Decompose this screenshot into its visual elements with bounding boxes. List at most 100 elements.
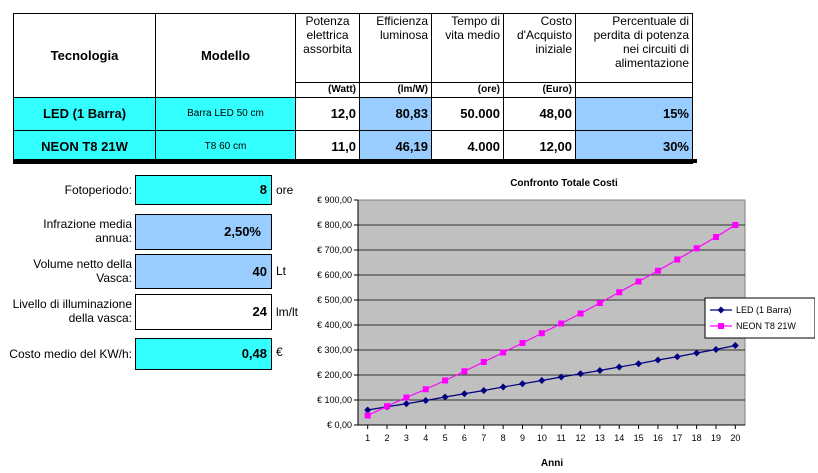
x-tick-label: 13 [595,433,605,443]
data-point [441,393,449,401]
unit-cost: (Euro) [503,82,576,98]
x-tick-label: 15 [634,433,644,443]
x-tick-label: 3 [404,433,409,443]
data-point [364,406,372,414]
param-unit: Lt [276,264,287,278]
y-tick-label: € 400,00 [317,320,352,330]
row-power: 11,0 [295,130,360,164]
data-point [731,342,739,349]
header-cost: Costo d'Acquisto iniziale [503,13,576,83]
data-point [577,370,585,378]
lighting-field[interactable]: 24 [135,294,272,330]
data-point [519,340,526,346]
data-point [712,234,719,240]
x-tick-label: 5 [443,433,448,443]
legend-swatch-marker [717,306,725,314]
row-model: Barra LED 50 cm [155,97,296,131]
x-tick-label: 19 [711,433,721,443]
y-tick-label: € 700,00 [317,245,352,255]
table-units-row: (Watt) (lm/W) (ore) (Euro) [14,82,693,98]
chart-legend: LED (1 Barra) NEON T8 21W [704,297,815,339]
param-label: Livello di illuminazione della vasca: [12,297,132,325]
data-point [635,278,642,285]
data-point [538,377,546,384]
photoperiod-field[interactable]: 8 [135,175,272,205]
unit-life: (ore) [431,82,504,98]
row-efficiency: 80,83 [359,97,432,131]
y-tick-label: € 100,00 [317,395,352,405]
series-line [367,344,736,411]
unit-power: (Watt) [295,82,360,98]
x-tick-label: 2 [385,433,390,443]
param-inflation: Infrazione media annua: 2,50% [0,214,310,250]
chart-title: Confronto Totale Costi [510,178,618,189]
data-point [673,353,681,361]
data-point [480,387,488,394]
data-point [422,397,430,404]
x-tick-label: 10 [537,433,547,443]
param-label: Volume netto della Vasca: [33,257,132,285]
plot-area [357,199,746,426]
series-led-1-barra [364,342,739,414]
header-life: Tempo di vita medio [431,13,504,83]
y-tick-label: € 0,00 [327,420,352,430]
x-tick-label: 11 [557,433,566,443]
y-tick-label: € 500,00 [317,295,352,305]
table-bottom-border [13,159,697,163]
y-tick-label: € 200,00 [317,370,352,380]
data-point [654,356,662,364]
data-point [712,346,720,353]
param-photoperiod: Fotoperiodo: 8 ore [0,175,310,205]
data-point [616,289,623,296]
unit-efficiency: (lm/W) [359,82,432,98]
data-point [402,400,410,408]
inflation-field[interactable]: 2,50% [135,214,272,250]
row-loss: 30% [575,130,693,164]
x-tick-label: 1 [365,433,370,443]
data-point [577,310,584,317]
data-point [693,245,700,252]
row-tech: LED (1 Barra) [13,97,156,131]
header-model: Modello [155,13,296,98]
x-tick-label: 18 [692,433,702,443]
cost-comparison-chart: Confronto Totale Costi € 0,00 € 100,00 € 2… [317,178,815,469]
x-tick-label: 14 [614,433,624,443]
x-tick-label: 4 [423,433,428,443]
series-neon-t8-21w [364,222,739,419]
header-efficiency: Efficienza luminosa [359,13,432,83]
row-efficiency: 46,19 [359,130,432,164]
y-tick-label: € 900,00 [317,195,352,205]
x-tick-label: 6 [462,433,467,443]
table-row: LED (1 Barra) Barra LED 50 cm 12,0 80,83… [13,97,693,131]
row-cost: 48,00 [503,97,576,131]
x-axis-ticks: 1 2 3 4 5 6 7 8 9 10 11 12 13 14 15 16 17 18 19 20 [358,424,745,443]
unit-loss [575,82,693,98]
legend-box [704,297,815,339]
data-point [384,403,391,410]
param-lighting: Livello di illuminazione della vasca: 24 … [0,294,310,330]
series-group [364,222,739,419]
param-label: Infrazione media annua: [43,217,132,245]
legend-label: LED (1 Barra) [736,305,792,315]
param-label: Fotoperiodo: [64,183,132,197]
legend-swatch-marker [718,323,724,329]
y-axis-ticks: € 0,00 € 100,00 € 200,00 € 300,00 € 400,00 € … [317,195,359,430]
data-point [654,267,661,274]
kwh-field[interactable]: 0,48 [135,338,272,370]
data-point [693,349,701,357]
x-tick-label: 7 [481,433,486,443]
volume-field[interactable]: 40 [135,254,272,289]
legend-label: NEON T8 21W [736,321,796,331]
data-point [500,349,507,356]
row-model: T8 60 cm [155,130,296,164]
table-row: NEON T8 21W T8 60 cm 11,0 46,19 4.000 12… [13,130,693,164]
row-cost: 12,00 [503,130,576,164]
data-point [557,373,565,381]
row-power: 12,0 [295,97,360,131]
x-tick-label: 16 [653,433,663,443]
data-point [558,320,565,327]
data-point [732,222,739,228]
x-tick-label: 20 [730,433,740,443]
data-point [461,368,468,375]
x-tick-label: 12 [576,433,586,443]
